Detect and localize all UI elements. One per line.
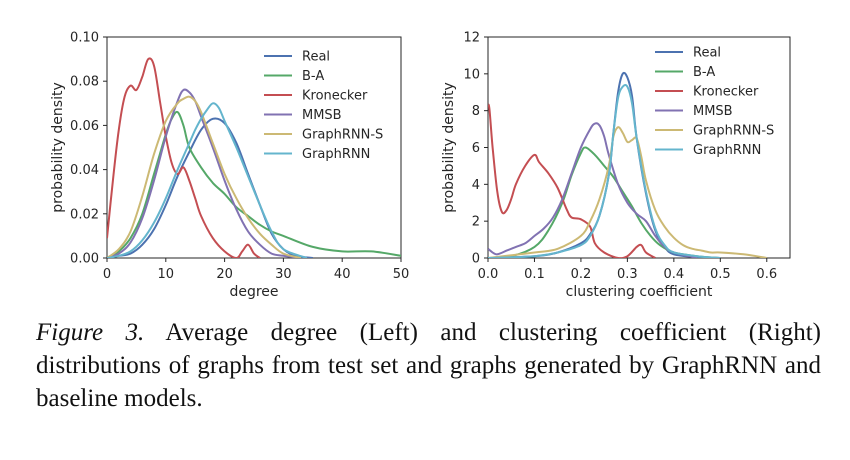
legend-label: B-A <box>302 69 324 84</box>
legend-label: GraphRNN-S <box>302 128 383 143</box>
legend-label: GraphRNN <box>693 143 761 158</box>
series-line-graphrnn-s <box>107 95 302 258</box>
series-line-mmsb <box>488 122 698 258</box>
y-tick-label: 2 <box>472 215 480 230</box>
legend-label: GraphRNN-S <box>693 124 774 139</box>
legend-label: Real <box>693 46 721 61</box>
y-tick-label: 0.00 <box>70 252 99 267</box>
caption-label: Figure 3. <box>36 319 145 346</box>
y-tick-label: 0.02 <box>70 207 99 222</box>
series-group <box>488 71 767 258</box>
y-tick-label: 6 <box>472 141 480 156</box>
y-tick-label: 0.10 <box>70 31 99 46</box>
y-tick-label: 8 <box>472 104 480 119</box>
legend: Real B-A Kronecker MMSB GraphRNN-S GraphRNN <box>655 46 774 158</box>
series-line-b-a <box>488 146 721 258</box>
x-tick-label: 40 <box>334 267 351 282</box>
legend-label: GraphRNN <box>302 147 370 162</box>
x-tick-label: 50 <box>393 267 410 282</box>
degree-distribution-chart: 0 10 20 30 40 50 0.00 0.02 0.04 0.06 0.08 0.10 degre… <box>50 31 409 301</box>
y-tick-label: 4 <box>472 178 480 193</box>
caption-text: Average degree (Left) and clustering coe… <box>36 319 822 412</box>
y-tick-label: 12 <box>463 31 480 46</box>
figure-charts: 0 10 20 30 40 500.000.020.040.060.080.10degre… <box>50 31 791 301</box>
x-tick-label: 0.6 <box>756 267 777 282</box>
legend-label: Real <box>302 50 330 65</box>
x-axis-label: degree <box>229 284 278 300</box>
legend-label: Kronecker <box>693 85 759 100</box>
x-tick-label: 10 <box>158 267 175 282</box>
y-axis-label: probability density <box>50 82 66 212</box>
legend-label: Kronecker <box>302 89 368 104</box>
x-tick-label: 0.0 <box>478 267 499 282</box>
y-tick-label: 0.04 <box>70 163 99 178</box>
y-tick-label: 0.06 <box>70 119 99 134</box>
x-axis-label: clustering coefficient <box>566 284 713 300</box>
series-line-kronecker <box>107 57 261 258</box>
figure-caption: Figure 3. Average degree (Left) and clus… <box>36 316 821 415</box>
legend: Real B-A Kronecker MMSB GraphRNN-S GraphRNN <box>264 50 383 162</box>
y-axis-label: probability density <box>441 82 457 212</box>
legend-label: MMSB <box>302 108 342 123</box>
series-group <box>107 57 401 258</box>
x-tick-label: 0.3 <box>617 267 638 282</box>
series-line-graphrnn <box>107 102 308 258</box>
clustering-coefficient-chart: 0.0 0.1 0.2 0.3 0.4 0.5 0.6 0 2 4 6 8 10 12 clustering… <box>441 31 791 300</box>
legend-label: MMSB <box>693 104 733 119</box>
x-tick-label: 20 <box>216 267 233 282</box>
y-tick-label: 10 <box>463 67 480 82</box>
x-tick-label: 0.5 <box>710 267 731 282</box>
x-tick-label: 0.4 <box>664 267 685 282</box>
plot-frame <box>106 36 402 259</box>
x-tick-label: 30 <box>275 267 292 282</box>
series-line-graphrnn <box>488 84 721 258</box>
series-line-kronecker <box>488 103 656 258</box>
legend-label: B-A <box>693 65 715 80</box>
series-line-b-a <box>107 110 401 258</box>
x-tick-label: 0.2 <box>571 267 592 282</box>
x-tick-label: 0 <box>103 267 111 282</box>
y-tick-label: 0 <box>472 252 480 267</box>
x-tick-label: 0.1 <box>524 267 545 282</box>
y-tick-label: 0.08 <box>70 75 99 90</box>
